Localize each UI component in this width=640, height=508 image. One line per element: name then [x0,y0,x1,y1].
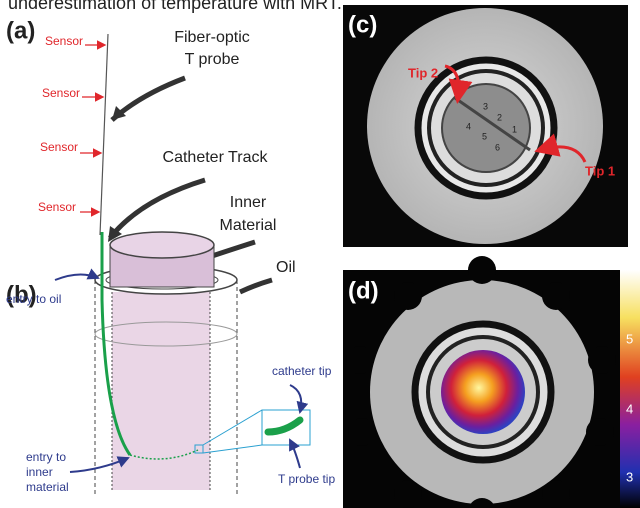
colorbar-tick: 5 [626,331,633,346]
sensors [80,45,104,212]
number: 6 [495,142,500,152]
sensor-label: Sensor [38,200,76,214]
tip-label: Tip 1 [585,163,615,178]
header-text: underestimation of temperature with MRT. [8,0,342,13]
colorbar-tick: 3 [626,469,633,484]
entry-inner: entry to [26,450,66,464]
panel-label: (d) [348,277,379,304]
number: 1 [512,124,517,134]
probe-label: T probe [185,51,240,68]
number: 3 [483,101,488,111]
mri-image-d [343,256,640,508]
number: 4 [466,121,471,131]
probe-tip: T probe tip [278,472,335,486]
panel-label: (a) [6,17,35,44]
number: 5 [482,131,487,141]
inner-label: Material [220,217,277,234]
colorbar-tick: 4 [626,401,633,416]
mri-image-c [343,5,628,247]
entry-oil: entry to oil [6,292,61,306]
oil-label: Oil [276,259,296,276]
sensor-label: Sensor [40,140,78,154]
sensor-label: Sensor [45,34,83,48]
catheter-label: Catheter Track [163,149,269,166]
catheter-tip: catheter tip [272,364,332,378]
figure: underestimation of temperature with MRT.… [0,0,640,508]
panel-label: (c) [348,11,377,38]
entry-inner: inner [26,465,53,479]
sensor-label: Sensor [42,86,80,100]
inner-label: Inner [230,194,267,211]
probe-label: Fiber-optic [174,29,250,46]
phantom [95,232,237,495]
entry-inner: material [26,480,69,494]
tip-label: Tip 2 [408,65,438,80]
number: 2 [497,112,502,122]
probe-line [100,34,108,235]
